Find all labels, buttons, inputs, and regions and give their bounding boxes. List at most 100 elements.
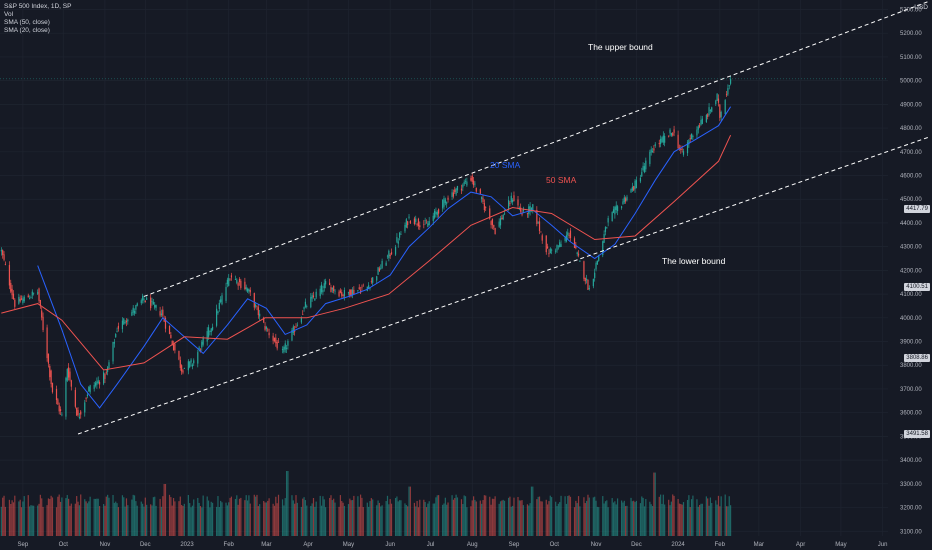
candle-body — [277, 341, 280, 343]
candle-body — [140, 300, 142, 304]
candle-body — [273, 337, 276, 342]
volume-bar — [682, 502, 685, 536]
symbol-line[interactable]: S&P 500 Index, 1D, SP — [4, 3, 72, 10]
volume-bar — [530, 486, 533, 536]
candle-body — [517, 199, 519, 206]
volume-bar — [452, 499, 455, 536]
candle-body — [276, 342, 278, 349]
candle-body — [234, 279, 237, 280]
candle-body — [549, 248, 551, 254]
candle-body — [89, 385, 91, 393]
candle-body — [113, 342, 115, 344]
volume-bar — [85, 501, 87, 536]
volume-bar — [362, 507, 364, 536]
candle-body — [108, 362, 110, 369]
candle-body — [181, 365, 183, 372]
candle-body — [670, 132, 672, 136]
candle-body — [577, 253, 580, 256]
candle-body — [621, 206, 623, 208]
volume-bar — [708, 505, 710, 536]
candle-body — [724, 100, 726, 115]
candle-body — [311, 295, 313, 299]
volume-bar — [65, 498, 67, 536]
volume-bar — [30, 505, 32, 536]
candle-body — [631, 186, 633, 191]
y-tick-label: 3600.00 — [900, 411, 922, 417]
volume-bar — [444, 497, 446, 536]
candle-body — [645, 160, 647, 170]
candle-body — [315, 291, 317, 298]
volume-bar — [230, 496, 233, 536]
legend-sma20[interactable]: SMA (20, close) — [4, 27, 50, 34]
volume-bar — [174, 501, 176, 536]
volume-bar — [615, 504, 617, 536]
volume-bar — [66, 495, 68, 536]
volume-bar — [664, 504, 666, 536]
candle-body — [136, 303, 138, 306]
candle-body — [201, 341, 203, 348]
candle-body — [491, 218, 494, 226]
candle-body — [483, 203, 485, 210]
volume-bar — [226, 505, 228, 536]
candle-body — [357, 290, 359, 291]
candle-body — [482, 198, 484, 203]
candle-body — [20, 298, 23, 300]
volume-bar — [451, 495, 453, 536]
candle-body — [532, 204, 534, 212]
volume-bar — [246, 500, 249, 536]
volume-bar — [168, 494, 171, 536]
candle-body — [473, 180, 475, 186]
legend-sma50[interactable]: SMA (50, close) — [4, 19, 50, 26]
volume-bar — [688, 495, 690, 536]
candle-body — [291, 330, 293, 341]
candle-body — [325, 281, 327, 285]
candle-body — [512, 199, 514, 203]
volume-bar — [551, 497, 553, 536]
candle-body — [68, 367, 70, 378]
candle-body — [368, 285, 370, 290]
volume-bar — [592, 497, 594, 536]
candle-body — [728, 85, 730, 87]
candle-body — [85, 398, 87, 399]
volume-bar — [331, 500, 333, 536]
volume-bar — [681, 504, 683, 536]
candle-body — [444, 199, 446, 204]
candle-body — [3, 254, 5, 260]
candle-body — [97, 380, 99, 384]
candle-body — [386, 255, 389, 257]
candle-body — [18, 296, 20, 304]
volume-bar — [556, 506, 558, 536]
candle-body — [579, 260, 581, 262]
volume-bar — [268, 498, 270, 536]
x-tick-label: Apr — [303, 542, 312, 548]
volume-bar — [689, 507, 691, 536]
y-tick-label: 5000.00 — [900, 79, 922, 85]
volume-bar — [413, 502, 415, 536]
volume-bar — [257, 506, 259, 536]
volume-bar — [660, 494, 662, 536]
volume-bar — [202, 495, 204, 536]
volume-bar — [183, 503, 185, 536]
candle-body — [692, 135, 694, 138]
candle-body — [415, 218, 417, 222]
candle-body — [433, 210, 436, 218]
candle-body — [152, 301, 154, 305]
volume-bar — [272, 503, 274, 536]
x-tick-label: Jul — [427, 542, 435, 548]
volume-bar — [8, 499, 11, 536]
volume-bar — [0, 506, 2, 536]
volume-bar — [330, 495, 332, 536]
volume-bar — [150, 504, 152, 536]
y-tick-label: 4700.00 — [900, 150, 922, 156]
candle-body — [551, 249, 553, 251]
volume-bar — [29, 506, 31, 536]
candle-body — [237, 283, 239, 286]
candle-body — [46, 327, 48, 359]
candle-body — [142, 295, 144, 301]
legend-volume[interactable]: Vol — [4, 11, 14, 18]
candle-body — [592, 278, 594, 287]
volume-bar — [366, 502, 368, 536]
volume-bar — [490, 504, 492, 536]
volume-bar — [381, 505, 383, 536]
